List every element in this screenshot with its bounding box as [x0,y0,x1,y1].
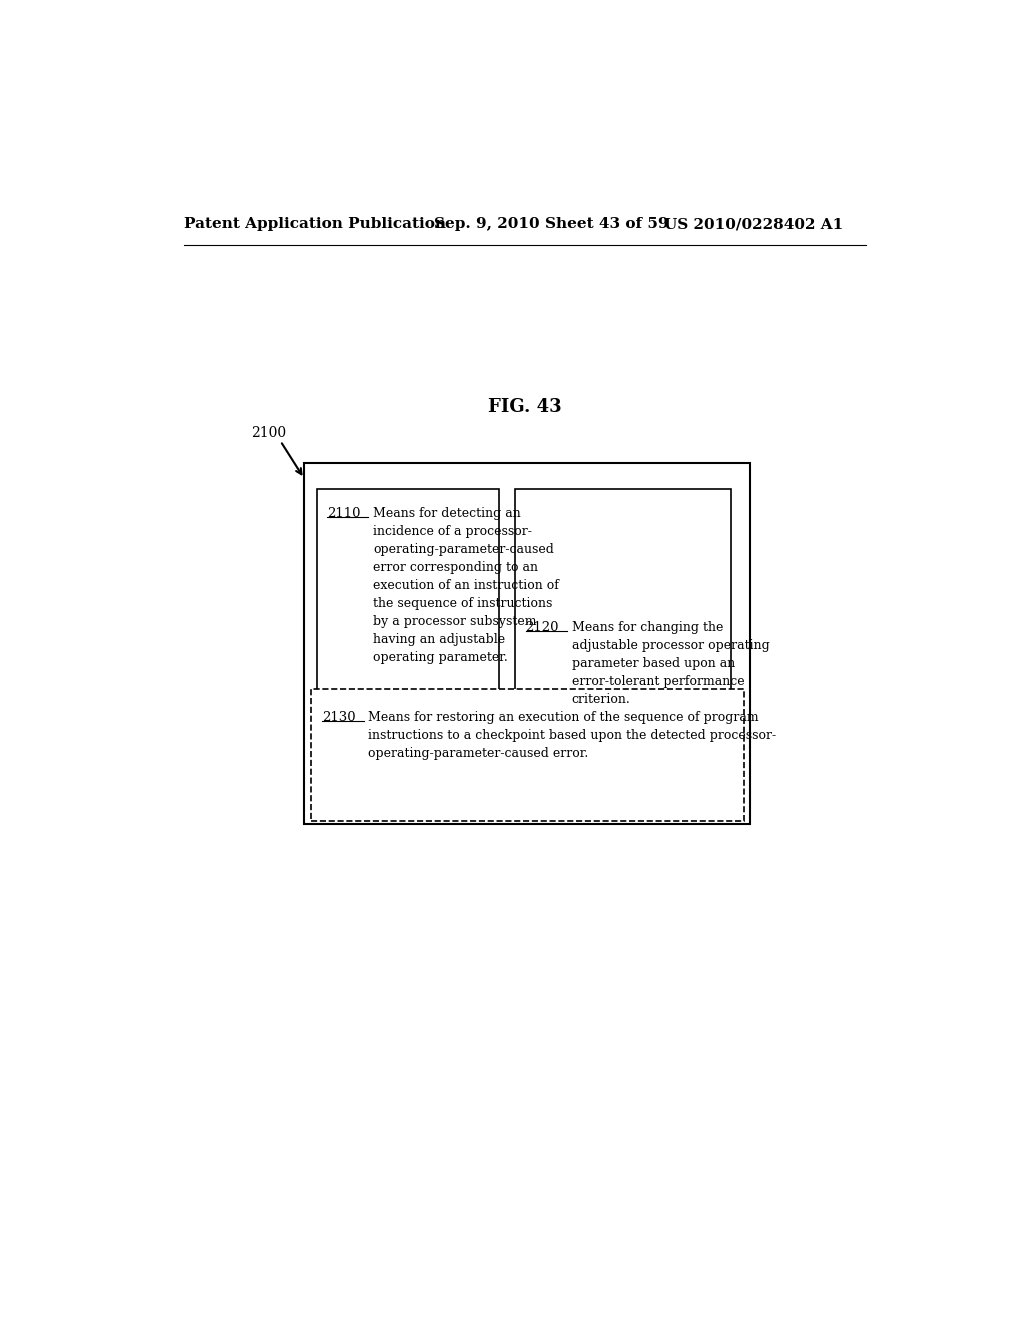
Text: 2110: 2110 [328,507,360,520]
Text: 2130: 2130 [323,711,356,725]
Text: Means for detecting an
incidence of a processor-
operating-parameter-caused
erro: Means for detecting an incidence of a pr… [373,507,559,664]
Bar [310,689,743,821]
Text: Sheet 43 of 59: Sheet 43 of 59 [545,218,668,231]
Text: 2120: 2120 [525,620,559,634]
Text: Sep. 9, 2010: Sep. 9, 2010 [433,218,540,231]
Text: Means for changing the
adjustable processor operating
parameter based upon an
er: Means for changing the adjustable proces… [571,620,769,706]
Text: US 2010/0228402 A1: US 2010/0228402 A1 [664,218,843,231]
Text: Means for restoring an execution of the sequence of program
instructions to a ch: Means for restoring an execution of the … [369,711,776,760]
Text: 2100: 2100 [251,426,286,440]
Text: Patent Application Publication: Patent Application Publication [183,218,445,231]
Text: FIG. 43: FIG. 43 [488,399,561,416]
Bar [316,488,500,804]
Bar [304,463,751,824]
Bar [515,488,731,804]
